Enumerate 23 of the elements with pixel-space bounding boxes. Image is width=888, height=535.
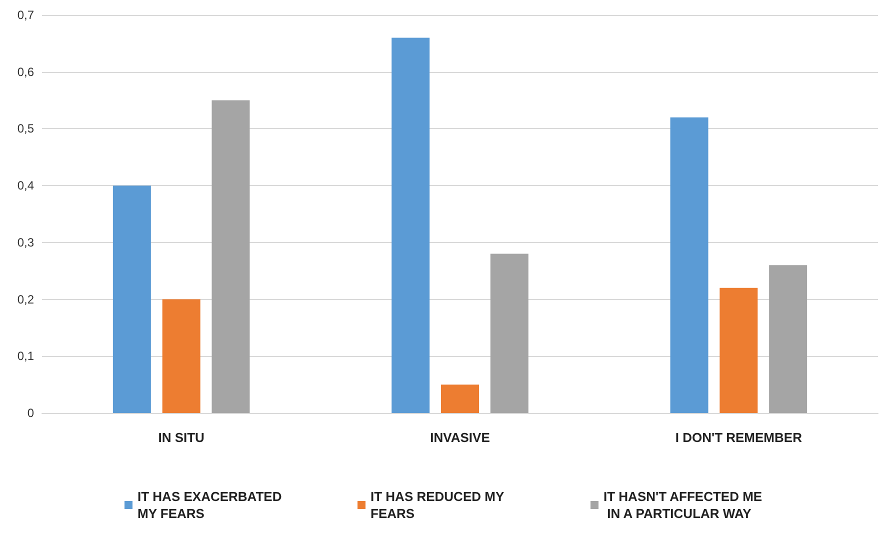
x-tick-label: IN SITU: [158, 430, 204, 445]
bar: [441, 384, 479, 413]
bar: [162, 299, 200, 413]
x-tick-label: INVASIVE: [430, 430, 490, 445]
bar: [112, 186, 151, 413]
legend-label: IT HAS EXACERBATED MY FEARS: [138, 489, 286, 521]
y-tick-label: 0,7: [17, 8, 34, 22]
bar: [720, 288, 758, 413]
bar: [670, 117, 708, 413]
y-tick-label: 0,3: [17, 235, 34, 250]
legend-label: IT HAS REDUCED MY FEARS: [370, 489, 508, 521]
y-tick-label: 0,6: [17, 64, 34, 79]
bar: [490, 254, 528, 413]
y-tick-label: 0: [27, 406, 34, 420]
bar: [769, 265, 808, 413]
y-tick-label: 0,1: [17, 349, 34, 364]
bar: [212, 100, 250, 413]
bar: [392, 38, 430, 413]
y-tick-label: 0,2: [17, 292, 34, 306]
x-tick-label: I DON'T REMEMBER: [675, 430, 803, 445]
y-tick-label: 0,5: [17, 122, 34, 136]
legend-label: IT HASN'T AFFECTED ME IN A PARTICULAR WAY: [604, 489, 762, 521]
y-tick-label: 0,4: [17, 178, 34, 193]
